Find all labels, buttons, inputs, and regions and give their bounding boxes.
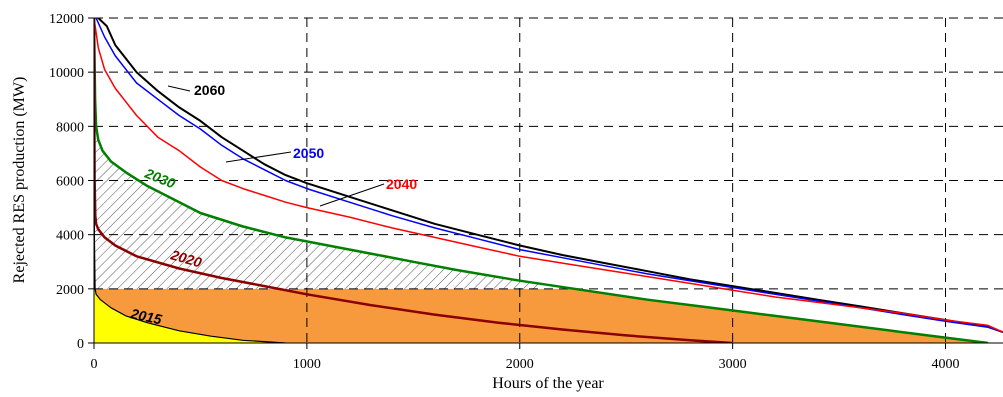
leader-2050 [225, 151, 292, 163]
orange-area [94, 18, 989, 343]
label-2050: 2050 [293, 145, 324, 161]
x-tick-label: 3000 [719, 357, 747, 372]
leader-2040 [319, 183, 385, 207]
x-tick-label: 1000 [293, 357, 321, 372]
y-tick-label: 12000 [49, 12, 84, 27]
series-line-2060 [97, 18, 1003, 334]
hatched-area [94, 137, 542, 289]
y-axis-title: Rejected RES production (MW) [11, 77, 28, 284]
x-tick-label: 2000 [506, 357, 534, 372]
y-tick-label: 6000 [56, 175, 84, 190]
y-tick-label: 4000 [56, 229, 84, 244]
area-fills [94, 18, 989, 343]
series-line-2030 [94, 18, 989, 343]
axes: 0 2000 4000 6000 8000 10000 12000 0 1000 2000 3000… [49, 12, 1003, 372]
series-line-2050 [95, 18, 1003, 333]
y-tick-label: 10000 [49, 66, 84, 81]
series-line-2015 [94, 18, 286, 343]
label-leaders [167, 85, 385, 207]
series-line-2020 [94, 18, 733, 343]
series-lines [94, 18, 1003, 343]
x-tick-label: 0 [91, 357, 98, 372]
label-2060: 2060 [194, 82, 225, 98]
y-tick-label: 8000 [56, 120, 84, 135]
y-tick-label: 0 [77, 337, 84, 352]
label-2015: 2015 [128, 305, 163, 327]
leader-2060 [167, 85, 191, 92]
y-tick-label: 2000 [56, 283, 84, 298]
series-line-2040 [94, 18, 1003, 333]
x-axis-title: Hours of the year [492, 375, 604, 392]
yellow-area [94, 288, 286, 343]
grid-lines [94, 17, 1003, 343]
x-tick-label: 4000 [932, 357, 960, 372]
label-2040: 2040 [386, 176, 417, 192]
